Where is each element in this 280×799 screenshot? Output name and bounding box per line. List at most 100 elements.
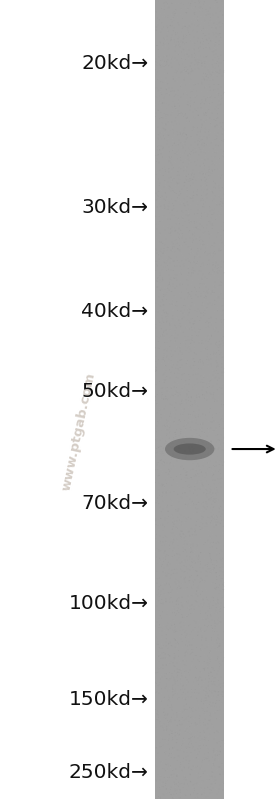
Point [189, 152, 193, 165]
Point [167, 470, 172, 483]
Point [176, 431, 180, 443]
Point [159, 346, 164, 359]
Point [169, 670, 174, 683]
Point [169, 513, 174, 526]
Point [167, 662, 172, 675]
Point [174, 119, 179, 132]
Point [185, 613, 189, 626]
Point [158, 517, 162, 530]
Point [217, 577, 222, 590]
Point [206, 610, 210, 622]
Point [221, 770, 225, 783]
Point [197, 501, 202, 514]
Point [216, 270, 220, 283]
Point [208, 46, 213, 58]
Point [162, 679, 166, 692]
Point [197, 790, 202, 799]
Point [159, 355, 164, 368]
Point [189, 217, 194, 230]
Point [205, 405, 209, 418]
Point [208, 697, 213, 710]
Point [155, 172, 160, 185]
Point [178, 238, 182, 251]
Point [156, 131, 160, 144]
Point [157, 283, 162, 296]
Point [190, 81, 195, 94]
Point [179, 44, 184, 57]
Point [174, 62, 178, 75]
Point [173, 459, 178, 472]
Point [207, 32, 212, 45]
Point [212, 443, 216, 455]
Point [198, 509, 202, 522]
Point [222, 701, 226, 714]
Point [183, 625, 188, 638]
Point [173, 161, 178, 173]
Point [194, 372, 199, 385]
Point [192, 755, 197, 768]
Point [177, 625, 181, 638]
Point [159, 433, 164, 446]
Point [216, 577, 220, 590]
Point [177, 123, 181, 136]
Point [162, 15, 167, 28]
Point [167, 698, 172, 710]
Point [200, 350, 205, 363]
Point [172, 161, 176, 174]
Point [179, 598, 183, 611]
Point [205, 224, 210, 237]
Point [153, 166, 158, 179]
Point [180, 392, 184, 405]
Point [161, 736, 166, 749]
Point [189, 145, 193, 158]
Point [175, 66, 179, 78]
Point [200, 398, 205, 411]
Point [160, 690, 165, 702]
Point [186, 25, 191, 38]
Point [211, 123, 215, 136]
Point [194, 201, 199, 214]
Point [184, 718, 189, 730]
Point [218, 46, 223, 59]
Point [188, 682, 193, 695]
Point [187, 228, 192, 240]
Point [210, 229, 215, 241]
Point [175, 434, 179, 447]
Point [213, 264, 217, 277]
Point [170, 604, 174, 617]
Point [172, 18, 176, 31]
Point [195, 613, 199, 626]
Point [221, 527, 225, 539]
Point [172, 584, 176, 597]
Point [189, 641, 193, 654]
Point [205, 602, 209, 615]
Point [154, 425, 159, 438]
Point [170, 686, 174, 698]
Point [159, 149, 164, 162]
Point [174, 397, 178, 410]
Point [202, 38, 207, 51]
Point [214, 531, 218, 543]
Point [159, 46, 164, 59]
Point [178, 469, 182, 482]
Point [220, 682, 225, 695]
Point [181, 488, 185, 501]
Point [165, 92, 170, 105]
Point [158, 116, 162, 129]
Point [171, 489, 176, 502]
Point [213, 165, 218, 177]
Point [219, 116, 223, 129]
Point [221, 97, 225, 109]
Point [192, 395, 197, 407]
Point [219, 689, 223, 702]
Point [198, 364, 202, 376]
Point [197, 200, 201, 213]
Text: 70kd→: 70kd→ [81, 494, 148, 513]
Point [183, 614, 188, 626]
Point [175, 145, 180, 158]
Point [191, 34, 196, 46]
Point [155, 292, 159, 304]
Point [199, 633, 204, 646]
Point [168, 439, 173, 451]
Point [173, 126, 177, 139]
